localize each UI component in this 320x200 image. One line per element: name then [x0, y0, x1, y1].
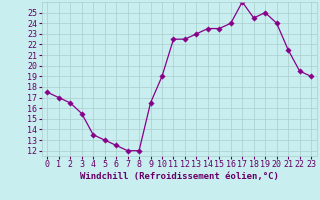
X-axis label: Windchill (Refroidissement éolien,°C): Windchill (Refroidissement éolien,°C) [80, 172, 279, 181]
